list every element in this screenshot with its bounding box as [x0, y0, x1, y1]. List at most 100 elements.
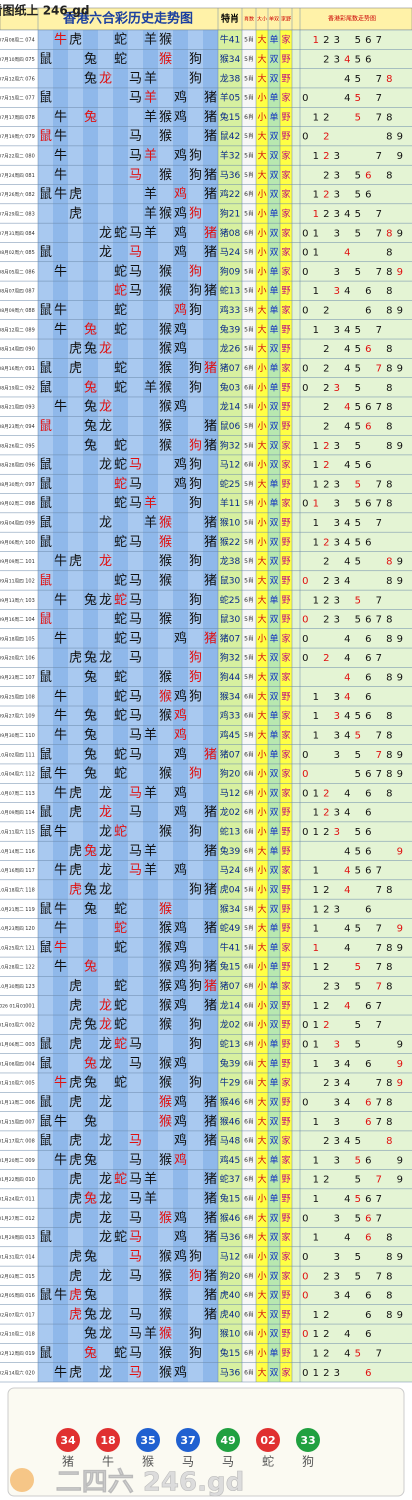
zodiac-cell: 鼠: [39, 535, 52, 550]
tail-digit: 0: [302, 788, 308, 799]
special-cell: 鸡45: [220, 729, 240, 741]
tail-digit: 1: [313, 209, 319, 220]
zodiac-cell: 狗: [189, 303, 202, 318]
table: 07月08周二 074 牛虎蛇羊猴牛41 5肖大单家 1 2 3 5 6 707月10周四 075 鼠…: [0, 8, 412, 1383]
zodiac-cell: 虎: [69, 844, 82, 859]
tail-digit: 0: [302, 1097, 308, 1108]
special-cell: 羊05: [220, 92, 240, 104]
count-cell: 5肖: [244, 74, 254, 82]
home-cell: 野: [281, 1194, 290, 1205]
zodiac-cell: 鸡: [174, 939, 187, 955]
zodiac-cell: 牛: [54, 902, 67, 917]
zodiac-cell: 蛇: [114, 767, 127, 782]
size-cell: 小: [257, 266, 266, 277]
zodiac-cell: 龙: [99, 651, 112, 666]
size-cell: 小: [257, 189, 266, 200]
home-cell: 野: [281, 1058, 290, 1069]
special-cell: 猪07: [220, 980, 240, 992]
tail-digit: 1: [313, 1310, 319, 1321]
row-date: 01月08周四: [0, 1061, 24, 1067]
count-cell: 5肖: [244, 94, 254, 102]
zodiac-cell: 猴: [159, 979, 172, 994]
row-period: 017: [25, 1312, 35, 1318]
count-cell: 6肖: [244, 596, 254, 604]
special-cell: 蛇25: [220, 478, 240, 490]
special-cell: 虎04: [220, 883, 241, 895]
parity-cell: 双: [269, 344, 278, 355]
row-date: 08月12周二: [0, 327, 24, 333]
zodiac-cell: 猪: [204, 1114, 217, 1129]
parity-cell: 双: [269, 1116, 278, 1127]
tail-digit: 4: [344, 943, 350, 954]
zodiac-cell: 龙: [99, 786, 112, 801]
row-date: 09月06周六: [0, 539, 24, 546]
zodiac-cell: 马: [129, 728, 142, 743]
zodiac-cell: 狗: [189, 1018, 202, 1033]
tail-digit: 2: [323, 479, 329, 490]
tail-digit: 1: [313, 190, 319, 201]
size-cell: 小: [257, 1348, 266, 1359]
row-date: 09月27周六: [0, 713, 24, 720]
zodiac-cell: 猴: [159, 1327, 172, 1342]
tail-digit: 2: [323, 364, 329, 375]
zodiac-cell: 猴: [159, 535, 172, 550]
zodiac-cell: 虎: [69, 863, 82, 878]
home-cell: 野: [281, 1020, 290, 1031]
zodiac-cell: 鸡: [174, 1229, 187, 1245]
zodiac-cell: 鸡: [174, 109, 187, 125]
row-period: 088: [25, 308, 35, 314]
zodiac-cell: 鼠: [39, 380, 52, 395]
size-cell: 小: [257, 865, 266, 876]
tail-digit: 6: [365, 170, 371, 181]
parity-cell: 单: [269, 265, 278, 277]
tail-digit: 5: [355, 730, 361, 741]
zodiac-cell: 马: [129, 709, 142, 724]
tail-digit: 2: [323, 460, 329, 471]
zodiac-cell: 兔: [84, 1018, 97, 1033]
tail-digit: 0: [302, 383, 308, 394]
home-cell: 野: [281, 962, 290, 973]
zodiac-cell: 马: [129, 226, 142, 241]
home-cell: 家: [281, 1231, 290, 1243]
zodiac-cell: 鼠: [39, 245, 52, 260]
row-period: 108: [25, 694, 35, 700]
zodiac-cell: 猴: [159, 921, 172, 936]
tail-digit: 1: [313, 962, 319, 973]
count-cell: 5肖: [244, 615, 254, 623]
tail-digit: 4: [344, 209, 350, 220]
tail-digit: 5: [355, 460, 361, 471]
zodiac-cell: 龙: [99, 1134, 112, 1149]
zodiac-cell: 牛: [54, 129, 67, 144]
tail-digit: 4: [344, 924, 350, 935]
home-cell: 野: [281, 827, 290, 838]
zodiac-cell: 猪: [204, 245, 217, 260]
home-cell: 野: [281, 1329, 290, 1340]
row-date: 08月16周六: [0, 365, 24, 372]
row-period: 079: [25, 134, 35, 140]
zodiac-cell: 鸡: [174, 476, 187, 492]
zodiac-cell: 鸡: [174, 225, 187, 241]
zodiac-cell: 猪: [204, 844, 217, 859]
parity-cell: 单: [269, 207, 278, 219]
tail-digit: 3: [334, 1040, 340, 1051]
tail-digit: 4: [344, 711, 350, 722]
tail-digit: 2: [323, 653, 329, 664]
zodiac-cell: 蛇: [114, 1018, 127, 1033]
tail-digit: 5: [355, 750, 361, 761]
tail-digit: 4: [344, 1233, 350, 1244]
tail-digit: 1: [313, 924, 319, 935]
zodiac-cell: 兔: [84, 419, 97, 434]
zodiac-cell: 马: [129, 805, 142, 820]
zodiac-cell: 牛: [54, 322, 67, 337]
parity-cell: 双: [269, 460, 278, 471]
count-cell: 6肖: [244, 383, 254, 391]
row-period: 123: [25, 984, 35, 990]
tail-digit: 9: [397, 846, 403, 857]
tail-digit: 4: [344, 1291, 350, 1302]
tail-digit: 6: [365, 190, 371, 201]
tail-digit: 3: [334, 808, 340, 819]
row-date: 01月22周四: [0, 1177, 24, 1183]
count-cell: 6肖: [244, 1079, 254, 1087]
tail-digit: 2: [323, 402, 329, 413]
zodiac-cell: 牛: [54, 1153, 67, 1168]
